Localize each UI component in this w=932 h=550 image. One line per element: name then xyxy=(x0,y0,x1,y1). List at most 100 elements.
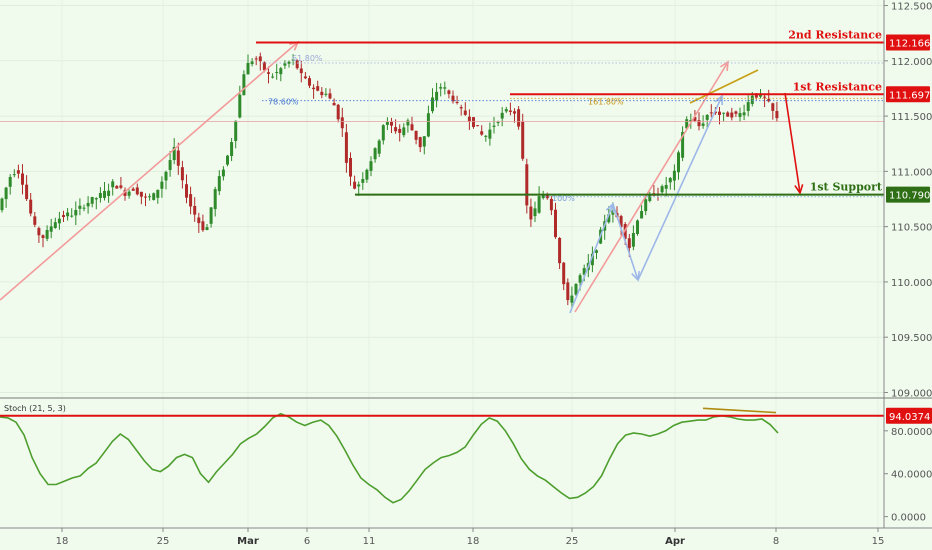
candle-body xyxy=(677,152,680,173)
candle-body xyxy=(135,187,139,195)
candle-body xyxy=(570,295,574,303)
candle-body xyxy=(119,185,123,188)
candle-body xyxy=(590,253,594,266)
candle-body xyxy=(78,205,82,209)
candle-body xyxy=(537,196,541,213)
level-name: 1st Support xyxy=(810,181,883,194)
candle-body xyxy=(582,268,586,275)
candle-body xyxy=(636,220,639,235)
candle-body xyxy=(545,195,549,199)
candle-body xyxy=(640,211,644,219)
level-price-tag xyxy=(886,186,930,203)
candle-body xyxy=(98,192,102,198)
target-arrow-head xyxy=(794,184,804,195)
candle-body xyxy=(66,212,70,217)
fib-label: 78.60% xyxy=(268,98,299,107)
candle-body xyxy=(53,222,57,229)
candle-body xyxy=(562,262,566,285)
candle-body xyxy=(160,181,164,189)
candle-body xyxy=(148,196,152,198)
candle-body xyxy=(37,228,41,236)
candle-body xyxy=(566,282,570,301)
candle-body xyxy=(320,91,324,96)
candle-body xyxy=(619,216,623,228)
candle-body xyxy=(402,127,406,136)
candle-body xyxy=(529,206,533,220)
projection-arrow-pink-head xyxy=(719,60,729,72)
candle-body xyxy=(217,176,221,192)
candle-body xyxy=(373,148,377,160)
candle-body xyxy=(4,187,8,200)
candle-body xyxy=(353,181,357,189)
date-tick-label: 15 xyxy=(872,536,885,547)
candle-body xyxy=(152,193,156,200)
candle-body xyxy=(738,113,742,117)
level-price-value: 110.790 xyxy=(889,191,930,202)
candle-body xyxy=(279,68,283,75)
fib-label: 100% xyxy=(552,194,575,203)
candle-body xyxy=(492,125,496,127)
candle-body xyxy=(238,94,242,118)
candle-body xyxy=(107,190,111,196)
candle-body xyxy=(328,93,332,99)
candle-body xyxy=(533,208,537,217)
candle-body xyxy=(308,78,311,86)
candle-body xyxy=(189,194,193,207)
date-tick-label: 25 xyxy=(566,536,579,547)
candle-body xyxy=(701,123,705,126)
level-name: 2nd Resistance xyxy=(788,28,882,41)
candle-body xyxy=(365,169,369,180)
price-tick-label: 111.500 xyxy=(891,112,932,123)
candle-body xyxy=(303,76,307,79)
candle-body xyxy=(164,171,168,181)
fib-label: 161.80% xyxy=(588,98,624,107)
candle-body xyxy=(234,120,238,141)
candle-body xyxy=(344,132,348,163)
candle-body xyxy=(33,216,37,225)
candle-body xyxy=(115,185,119,189)
candle-body xyxy=(271,76,275,78)
stoch-level-value: 94.0374 xyxy=(889,412,930,423)
candle-body xyxy=(754,93,758,98)
candle-body xyxy=(287,61,291,64)
blue-arrow-up-2 xyxy=(637,95,723,281)
price-tick-label: 112.000 xyxy=(891,57,932,68)
stoch-line xyxy=(0,412,779,504)
candle-body xyxy=(394,127,398,132)
blue-arrow-up-1 xyxy=(569,203,614,314)
candle-body xyxy=(12,174,16,176)
date-tick-label: Mar xyxy=(237,536,259,547)
candle-body xyxy=(439,87,443,89)
candle-body xyxy=(209,207,213,224)
candle-body xyxy=(648,194,652,201)
candle-body xyxy=(775,111,779,119)
candle-body xyxy=(201,221,205,231)
candle-body xyxy=(644,199,648,212)
candle-body xyxy=(336,104,340,120)
price-tick-label: 109.500 xyxy=(891,333,932,344)
candle-body xyxy=(205,227,209,231)
candle-body xyxy=(660,186,664,193)
candle-body xyxy=(57,218,61,224)
candle-body xyxy=(496,121,500,123)
candle-body xyxy=(127,191,131,196)
candle-body xyxy=(476,125,480,127)
candle-body xyxy=(242,74,246,96)
candle-body xyxy=(689,120,693,122)
candle-body xyxy=(500,112,504,119)
candle-body xyxy=(185,184,188,198)
candle-body xyxy=(176,150,180,166)
candle-body xyxy=(340,117,344,129)
candle-body xyxy=(180,167,184,181)
candle-body xyxy=(86,202,90,207)
divergence-line-price xyxy=(689,69,759,104)
candle-body xyxy=(168,160,172,171)
candle-body xyxy=(771,103,775,111)
candle-body xyxy=(29,199,33,214)
price-tick-label: 110.500 xyxy=(891,223,932,234)
candle-body xyxy=(283,63,287,66)
candle-body xyxy=(8,176,12,187)
candle-body xyxy=(357,184,361,187)
